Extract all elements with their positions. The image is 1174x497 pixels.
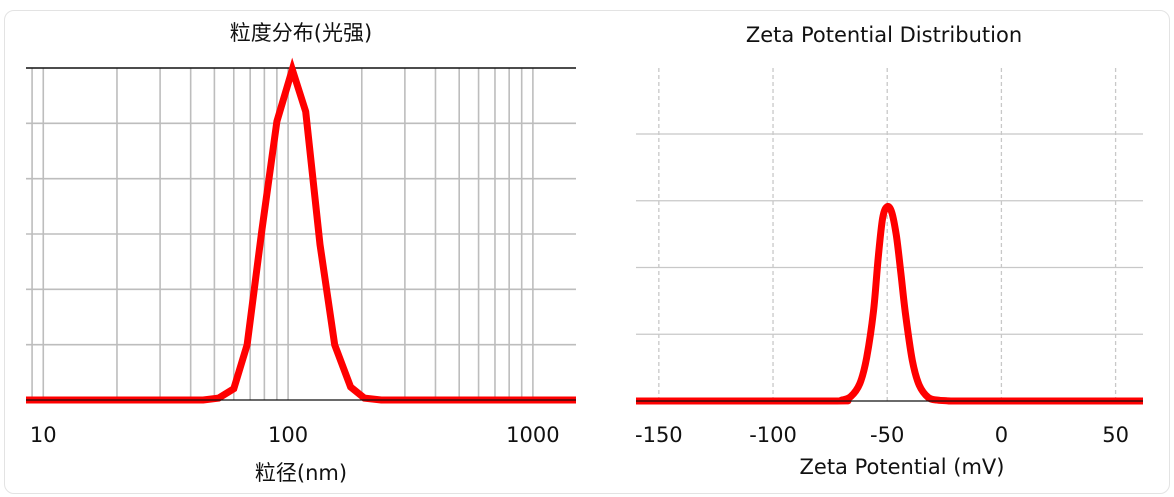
zeta-chart-title: Zeta Potential Distribution <box>746 23 1022 47</box>
chart-frame <box>4 10 1170 494</box>
size-chart-grid <box>26 68 576 400</box>
zeta-chart-grid <box>636 68 1143 401</box>
zeta-chart-x-tick-label: -50 <box>870 423 904 447</box>
zeta-chart-x-tick-label: -100 <box>749 423 797 447</box>
size-distribution-chart: 粒度分布(光强) 10 100 1000 粒径(nm) <box>26 21 576 485</box>
zeta-chart-x-ticks: -150 -100 -50 0 50 <box>635 423 1129 447</box>
zeta-potential-chart: Zeta Potential Distribution -150 -100 -50 0… <box>635 23 1143 479</box>
zeta-distribution-line <box>636 202 1143 405</box>
size-chart-x-ticks: 10 100 1000 <box>30 423 560 447</box>
zeta-chart-x-tick-label: -150 <box>635 423 683 447</box>
size-chart-x-tick-label: 1000 <box>506 423 559 447</box>
size-chart-x-tick-label: 100 <box>268 423 308 447</box>
size-chart-x-tick-label: 10 <box>30 423 57 447</box>
size-chart-title: 粒度分布(光强) <box>230 21 372 45</box>
size-chart-x-label: 粒径(nm) <box>255 461 347 485</box>
zeta-chart-x-tick-label: 50 <box>1102 423 1129 447</box>
zeta-chart-x-label: Zeta Potential (mV) <box>800 455 1005 479</box>
zeta-chart-x-tick-label: 0 <box>995 423 1008 447</box>
